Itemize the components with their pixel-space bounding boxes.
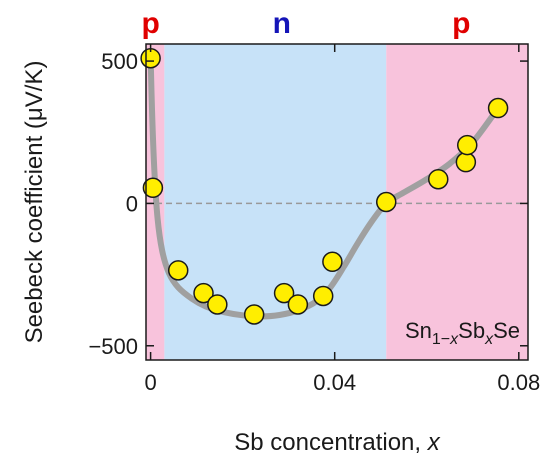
data-point-8 [312,285,334,307]
data-point-14 [487,97,509,119]
data-point-4 [207,294,228,315]
data-point-13 [456,134,478,156]
plot-frame [145,43,529,361]
data-point-9 [322,251,343,273]
data-point-2 [167,260,189,281]
data-point-12 [455,151,477,173]
data-point-5 [243,304,265,325]
x-axis-label: Sb concentration, x [234,429,440,456]
y-tick-label-0: −500 [88,334,138,359]
y-axis-label: Seebeck coefficient (μV/K) [21,61,48,344]
composition-annotation: Sn1−xSbxSe [405,318,520,348]
data-points [140,47,509,325]
data-point-1 [142,177,164,199]
y-tick-label-2: 500 [101,49,138,74]
x-tick-label-2: 0.08 [497,370,540,395]
region-label-1: n [273,7,291,40]
data-point-11 [428,168,449,190]
data-point-3 [193,282,214,304]
x-tick-label-0: 0 [144,370,156,395]
y-axis-ticks: −500 0 500 [88,49,528,359]
data-point-7 [287,294,309,315]
region-label-2: p [452,7,470,40]
trend-curve [147,52,502,320]
region-backgrounds [146,44,528,360]
y-tick-label-1: 0 [126,191,138,216]
data-point-10 [375,191,397,213]
x-tick-label-1: 0.04 [313,370,356,395]
region-label-0: p [141,7,159,40]
region-2-background [386,44,528,360]
x-axis-ticks: 0 0.04 0.08 [144,44,540,395]
data-point-6 [273,282,295,304]
